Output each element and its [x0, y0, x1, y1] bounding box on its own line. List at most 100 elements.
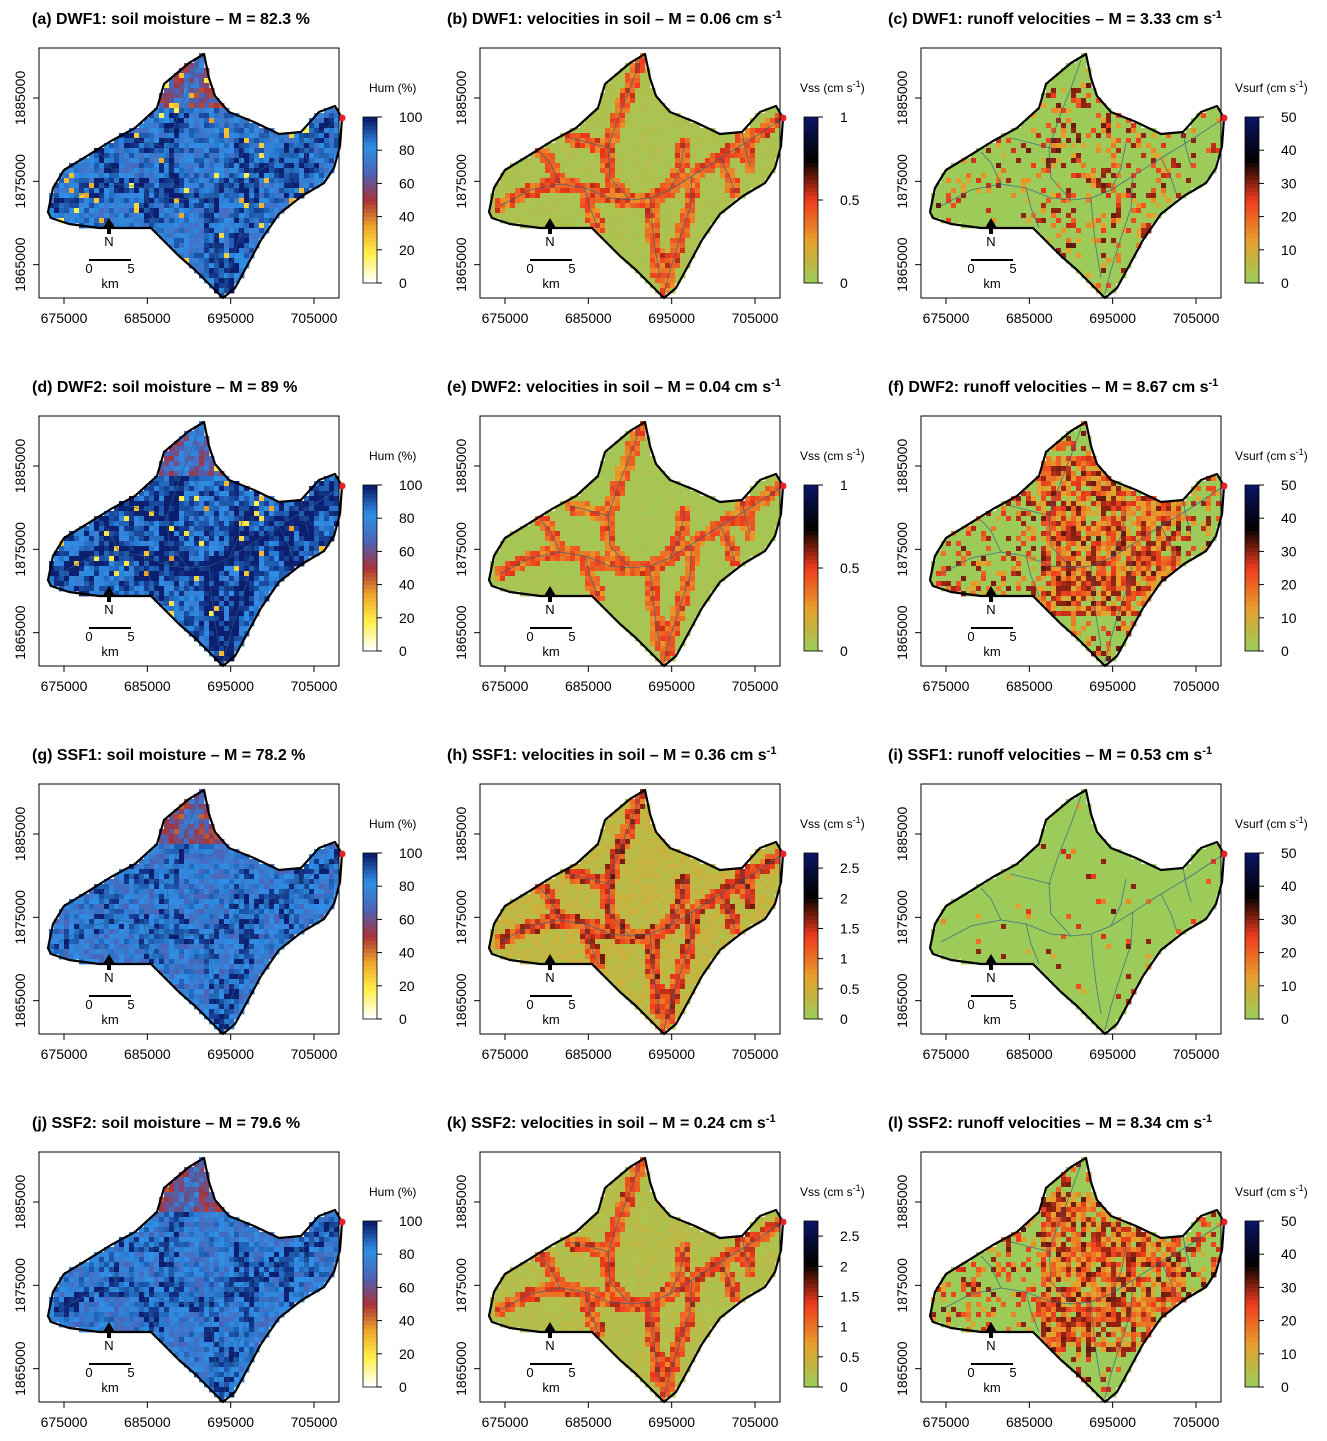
raster-cell — [1161, 163, 1167, 169]
raster-cell — [740, 168, 746, 174]
raster-cell — [1146, 193, 1152, 199]
raster-cell — [139, 148, 145, 154]
raster-cell — [199, 466, 205, 472]
raster-cell — [189, 118, 195, 124]
raster-cell — [264, 516, 270, 522]
raster-cell — [279, 148, 285, 154]
raster-cell — [179, 223, 185, 229]
raster-cell — [239, 183, 245, 189]
raster-cell — [129, 163, 135, 169]
raster-cell — [174, 108, 180, 114]
raster-cell — [735, 193, 741, 199]
raster-cell — [104, 208, 110, 214]
raster-cell — [986, 203, 992, 209]
raster-cell — [745, 138, 751, 144]
raster-cell — [991, 153, 997, 159]
raster-cell — [600, 108, 606, 114]
raster-cell — [334, 501, 340, 507]
raster-cell — [1051, 218, 1057, 224]
raster-cell — [219, 471, 225, 477]
raster-cell — [500, 213, 506, 219]
raster-cell — [740, 163, 746, 169]
raster-cell — [590, 138, 596, 144]
raster-cell — [129, 521, 135, 527]
raster-cell — [1126, 158, 1132, 164]
raster-cell — [249, 143, 255, 149]
raster-cell — [1061, 138, 1067, 144]
raster-cell — [1101, 203, 1107, 209]
raster-cell — [184, 441, 190, 447]
raster-cell — [189, 178, 195, 184]
raster-cell — [1061, 93, 1067, 99]
raster-cell — [299, 153, 305, 159]
raster-cell — [159, 163, 165, 169]
raster-cell — [1016, 208, 1022, 214]
raster-cell — [234, 258, 240, 264]
raster-cell — [1056, 153, 1062, 159]
raster-cell — [605, 213, 611, 219]
raster-cell — [119, 198, 125, 204]
raster-cell — [1141, 223, 1147, 229]
raster-cell — [1126, 118, 1132, 124]
raster-cell — [755, 118, 761, 124]
raster-cell — [159, 193, 165, 199]
raster-cell — [159, 233, 165, 239]
raster-cell — [324, 501, 330, 507]
raster-cell — [1091, 208, 1097, 214]
raster-cell — [560, 218, 566, 224]
raster-cell — [670, 238, 676, 244]
raster-cell — [605, 228, 611, 234]
raster-cell — [630, 108, 636, 114]
raster-cell — [144, 491, 150, 497]
raster-cell — [309, 551, 315, 557]
raster-cell — [164, 456, 170, 462]
raster-cell — [560, 193, 566, 199]
raster-cell — [605, 158, 611, 164]
raster-cell — [104, 516, 110, 522]
raster-cell — [159, 103, 165, 109]
raster-cell — [775, 148, 781, 154]
raster-cell — [1086, 88, 1092, 94]
raster-cell — [605, 138, 611, 144]
raster-cell — [725, 143, 731, 149]
raster-cell — [124, 163, 130, 169]
raster-cell — [1136, 168, 1142, 174]
raster-cell — [720, 193, 726, 199]
raster-cell — [605, 108, 611, 114]
raster-cell — [625, 248, 631, 254]
raster-cell — [670, 263, 676, 269]
raster-cell — [665, 258, 671, 264]
raster-cell — [199, 481, 205, 487]
colorbar-step — [804, 200, 818, 205]
raster-cell — [194, 476, 200, 482]
raster-cell — [1046, 93, 1052, 99]
raster-cell — [204, 223, 210, 229]
colorbar-step — [804, 208, 818, 213]
raster-cell — [770, 138, 776, 144]
raster-cell — [1026, 158, 1032, 164]
raster-cell — [545, 218, 551, 224]
raster-cell — [329, 486, 335, 492]
raster-cell — [239, 263, 245, 269]
raster-cell — [1206, 123, 1212, 129]
raster-cell — [585, 223, 591, 229]
raster-cell — [1191, 143, 1197, 149]
raster-cell — [1171, 168, 1177, 174]
raster-cell — [1026, 188, 1032, 194]
raster-cell — [84, 531, 90, 537]
raster-cell — [164, 93, 170, 99]
raster-cell — [1021, 133, 1027, 139]
raster-cell — [1006, 198, 1012, 204]
raster-cell — [590, 153, 596, 159]
raster-cell — [715, 153, 721, 159]
raster-cell — [560, 168, 566, 174]
raster-cell — [1056, 183, 1062, 189]
raster-cell — [214, 163, 220, 169]
raster-cell — [199, 88, 205, 94]
raster-cell — [685, 183, 691, 189]
raster-cell — [214, 278, 220, 284]
raster-cell — [1091, 238, 1097, 244]
raster-cell — [184, 471, 190, 477]
panel-title: (a) DWF1: soil moisture – M = 82.3 % — [32, 11, 310, 28]
raster-cell — [194, 536, 200, 542]
